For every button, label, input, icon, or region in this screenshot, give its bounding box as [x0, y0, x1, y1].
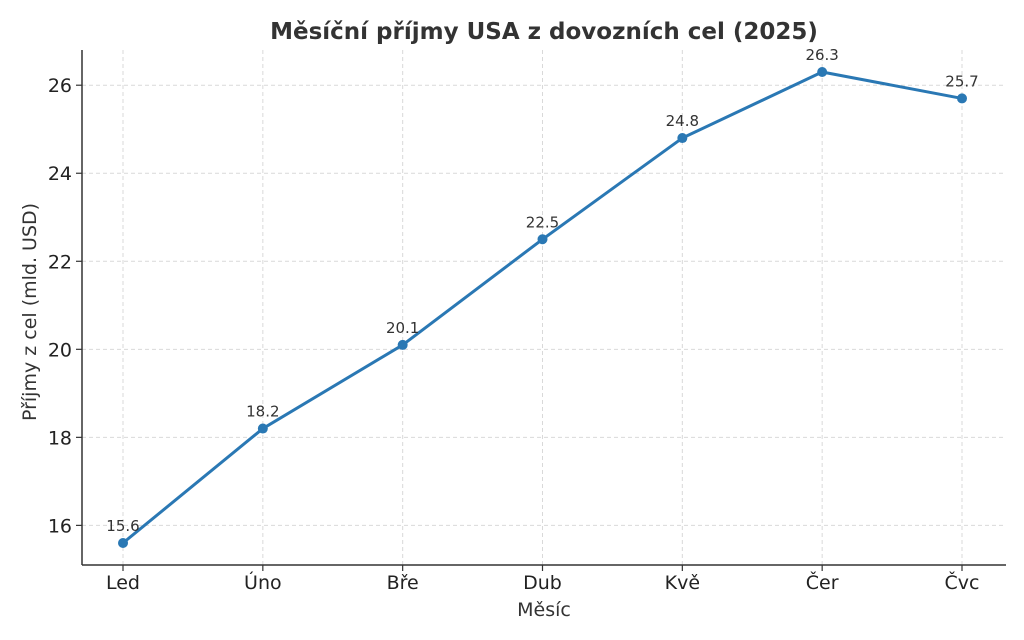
data-label: 25.7: [945, 72, 978, 90]
data-label: 24.8: [666, 112, 699, 130]
data-label: 26.3: [805, 46, 838, 64]
y-tick-label: 16: [48, 515, 72, 537]
data-label: 18.2: [246, 403, 279, 421]
x-tick-label: Bře: [387, 572, 419, 594]
data-labels: 15.6 18.2 20.1 22.5 24.8 26.3 25.7: [106, 46, 978, 535]
series-layer: [118, 67, 967, 548]
y-tick-label: 22: [48, 251, 72, 273]
y-tick-label: 18: [48, 427, 72, 449]
x-tick-label: Čer: [806, 570, 839, 594]
data-point: [537, 234, 548, 245]
x-tick-label: Kvě: [665, 572, 700, 594]
y-tick-label: 26: [48, 75, 72, 97]
data-point: [677, 133, 688, 144]
chart-title: Měsíční příjmy USA z dovozních cel (2025…: [270, 19, 818, 45]
y-tick-label: 24: [48, 163, 72, 185]
x-tick-label: Led: [106, 572, 140, 594]
data-point: [397, 339, 408, 350]
data-point: [118, 537, 128, 548]
axes: [81, 50, 1006, 566]
data-point: [817, 67, 828, 78]
data-label: 20.1: [386, 319, 419, 337]
x-tick-label: Dub: [523, 572, 562, 594]
y-tick-label: 20: [48, 339, 72, 361]
x-tick-label: Čvc: [945, 570, 980, 594]
data-label: 22.5: [526, 213, 559, 231]
x-axis-label: Měsíc: [517, 599, 571, 621]
data-point: [257, 423, 268, 434]
data-label: 15.6: [106, 517, 139, 535]
x-tick-label: Úno: [244, 570, 282, 594]
data-point: [957, 93, 967, 104]
ticks: 16 18 20 22 24 26 Led Úno Bře Dub Kvě Čer Čvc: [48, 75, 980, 594]
grid: [82, 50, 1006, 565]
y-axis-label: Příjmy z cel (mld. USD): [19, 203, 41, 421]
